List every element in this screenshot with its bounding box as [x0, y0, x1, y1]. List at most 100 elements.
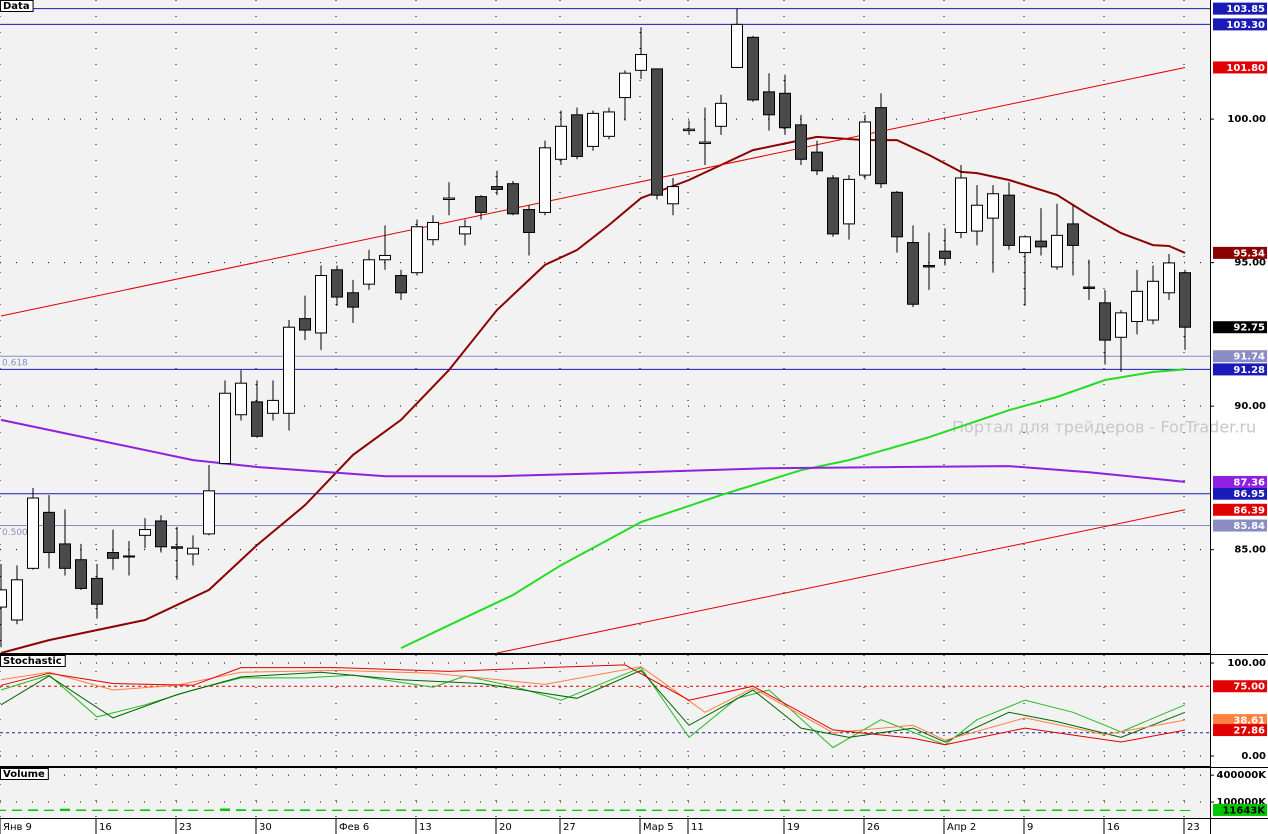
volume-bar: [1180, 809, 1190, 811]
volume-bar: [188, 809, 198, 811]
x-tick-label: 16: [1107, 822, 1120, 833]
candle-body: [811, 151, 823, 172]
candle-body: [939, 250, 951, 259]
volume-bar: [572, 809, 582, 811]
x-tick-label: Апр 2: [947, 822, 976, 833]
volume-bar: [300, 809, 310, 811]
volume-bar: [332, 809, 342, 811]
candle-body: [587, 112, 599, 147]
volume-bar: [860, 809, 870, 811]
volume-bar: [1164, 809, 1174, 811]
candle-body: [779, 92, 791, 129]
price-tag: [1213, 680, 1267, 693]
price-tag: [1213, 724, 1267, 737]
volume-bar: [316, 809, 326, 811]
candle-body: [107, 552, 119, 559]
candle-body: [539, 147, 551, 213]
price-tag: [1213, 18, 1267, 31]
stochastic-line: [0, 664, 1186, 746]
candle-body: [715, 102, 727, 127]
candle-body: [699, 141, 711, 145]
volume-bar: [908, 809, 918, 811]
price-tag: [1213, 503, 1267, 516]
price-tag-label: 86.39: [1233, 505, 1265, 516]
candle-body: [1051, 234, 1063, 268]
volume-bar: [76, 809, 86, 811]
volume-bar: [940, 809, 950, 811]
volume-bar: [412, 809, 422, 811]
price-tag-label: 87.36: [1233, 477, 1265, 488]
panel-title: Volume: [3, 769, 45, 780]
candle-body: [427, 221, 439, 241]
axis-background: [0, 818, 1210, 834]
candle-body: [971, 204, 983, 232]
candle-body: [923, 265, 935, 268]
volume-bar: [972, 809, 982, 811]
candle-body: [363, 259, 375, 285]
price-tag-label: 11643K: [1222, 805, 1266, 816]
volume-bar: [812, 809, 822, 811]
price-tag: [1213, 714, 1267, 727]
volume-bar: [444, 809, 454, 811]
x-tick-label: 16: [99, 822, 112, 833]
candle-body: [171, 546, 183, 549]
x-tick-label: Янв 9: [3, 822, 32, 833]
volume-bar: [1116, 809, 1126, 811]
candle-body: [475, 196, 487, 213]
volume-bar: [1084, 809, 1094, 811]
price-tag-label: 95.34: [1233, 248, 1265, 259]
price-tag: [1213, 363, 1267, 376]
volume-bar: [492, 809, 502, 811]
price-tag-label: 27.86: [1233, 726, 1265, 737]
candle-body: [11, 579, 23, 621]
candle-body: [1163, 262, 1175, 294]
price-tag: [1213, 2, 1267, 15]
volume-bar: [396, 809, 406, 811]
stochastic-line: [0, 669, 1186, 743]
overlay-line: [400, 368, 1186, 650]
volume-bar: [700, 809, 710, 811]
y-tick-label: 100.00: [1227, 114, 1266, 125]
price-tag: [1213, 350, 1267, 363]
candle-body: [75, 559, 87, 589]
price-tag-label: 91.74: [1233, 352, 1265, 363]
overlay-line: [0, 67, 1186, 317]
panel-title: Data: [3, 1, 30, 12]
volume-bar: [540, 809, 550, 811]
x-tick-label: 9: [1027, 822, 1033, 833]
candle-body: [555, 125, 567, 160]
panel-title-box: [0, 655, 66, 667]
volume-bar: [716, 809, 726, 811]
x-tick-label: Мар 5: [643, 822, 674, 833]
candle-body: [667, 186, 679, 205]
volume-bar: [956, 809, 966, 811]
candle-body: [315, 275, 327, 334]
volume-bar: [748, 809, 758, 811]
candle-body: [0, 589, 7, 608]
volume-bar: [636, 809, 646, 811]
price-tag: [1213, 61, 1267, 74]
candle-body: [155, 520, 167, 548]
candle-body: [1067, 223, 1079, 246]
y-tick-label: 100000K: [1217, 797, 1268, 808]
candle-body: [635, 54, 647, 71]
candle-body: [219, 392, 231, 465]
volume-bar: [172, 809, 182, 811]
candle-body: [1003, 194, 1015, 246]
volume-bar: [428, 809, 438, 811]
volume-bar: [1052, 809, 1062, 811]
candle-body: [571, 114, 583, 157]
volume-bar: [652, 809, 662, 811]
overlay-line: [496, 509, 1186, 653]
fib-ratio: 0.618: [2, 359, 28, 369]
candle-body: [651, 68, 663, 196]
candle-body: [603, 111, 615, 137]
x-tick-label: 23: [179, 822, 192, 833]
volume-bar: [460, 809, 470, 811]
candle-body: [443, 197, 455, 200]
candle-body: [843, 178, 855, 225]
candle-body: [299, 318, 311, 331]
volume-bar: [1036, 809, 1046, 811]
volume-bar: [604, 809, 614, 811]
